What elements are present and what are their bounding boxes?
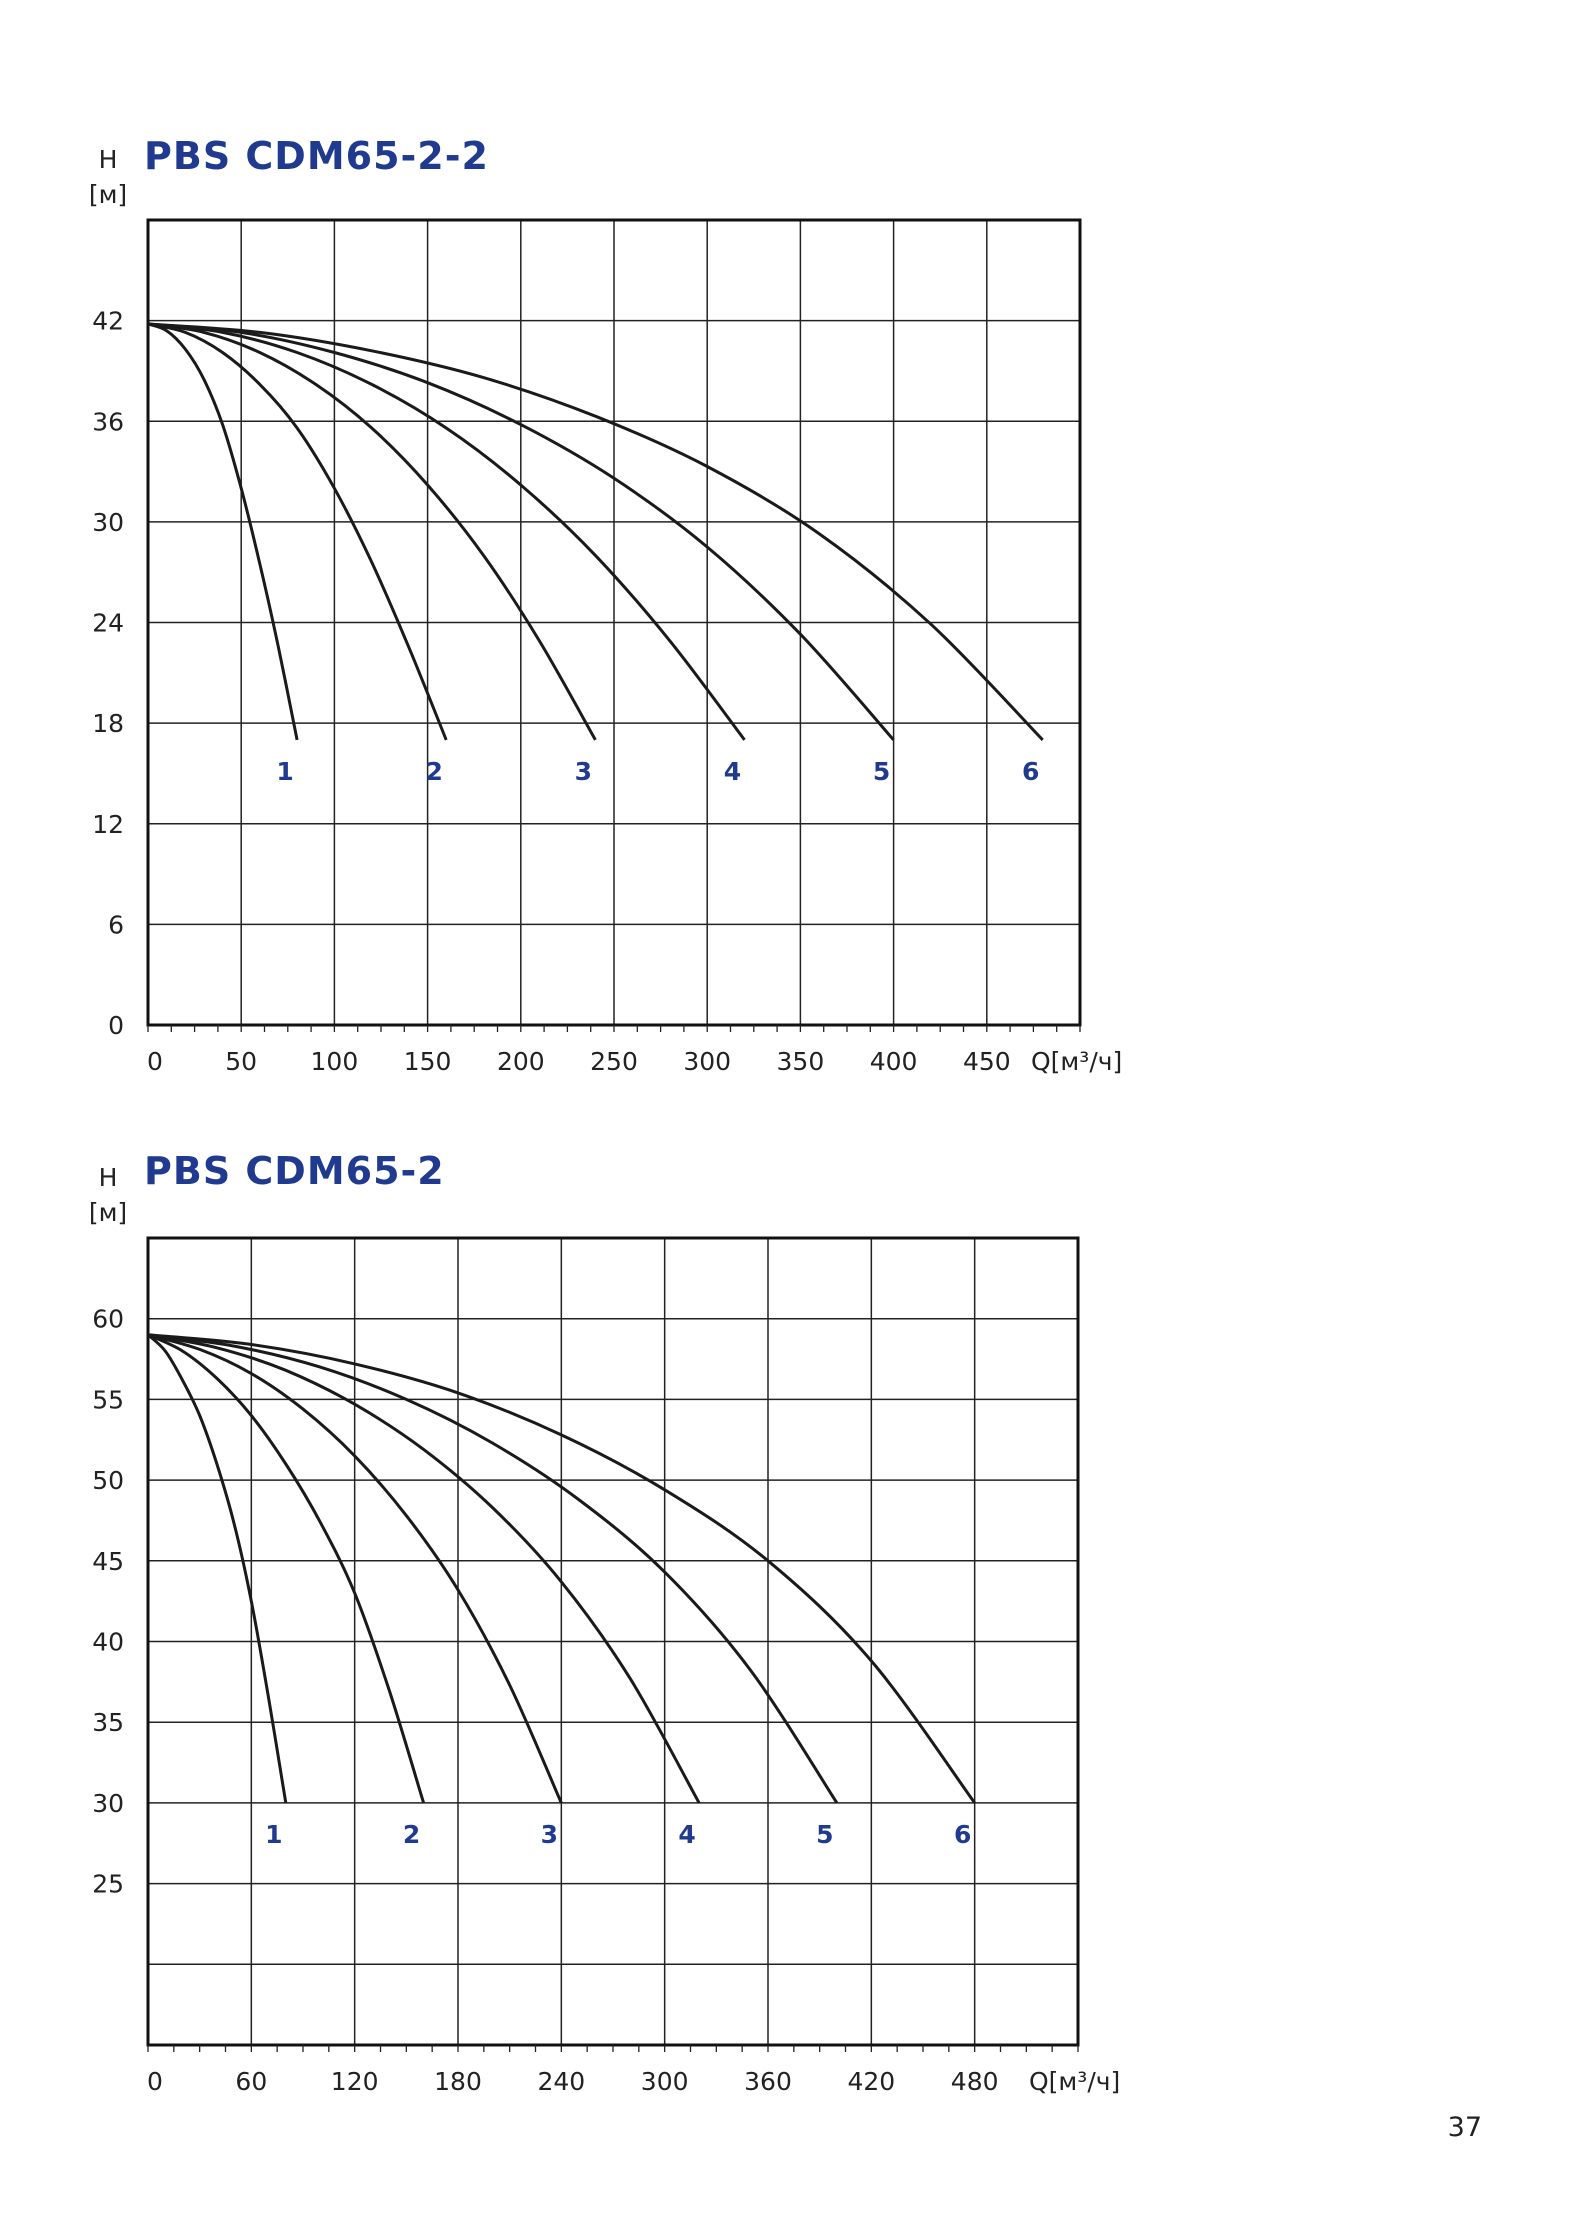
x-tick-label: 150: [404, 1047, 452, 1076]
x-tick-label: 100: [311, 1047, 359, 1076]
y-tick-label: 35: [92, 1708, 124, 1737]
series-line-6: [147, 322, 1044, 741]
series-label-2: 2: [403, 1820, 420, 1849]
x-tick-label: 60: [235, 2067, 267, 2096]
x-tick-label: 400: [870, 1047, 918, 1076]
y-axis-label: H: [99, 1163, 118, 1192]
y-tick-label: 6: [108, 910, 124, 939]
series-line-1: [147, 322, 299, 741]
x-tick-label: 240: [537, 2067, 585, 2096]
chart-title: PBS CDM65-2: [144, 1149, 445, 1193]
pump-curve-chart-1: 0 50 100 150 200 250 300 350 400 4500612182430364…: [89, 145, 1122, 1076]
y-tick-label: 18: [92, 709, 124, 738]
series-label-4: 4: [724, 757, 741, 786]
y-tick-label: 45: [92, 1547, 124, 1576]
series-label-1: 1: [276, 757, 293, 786]
series-line-3: [147, 322, 597, 741]
x-tick-label: 120: [331, 2067, 379, 2096]
x-tick-label: 300: [683, 1047, 731, 1076]
series-line-4: [147, 1333, 701, 1804]
series-line-3: [147, 1333, 563, 1804]
series-line-1: [146, 1333, 288, 1804]
x-tick-label: 480: [951, 2067, 999, 2096]
page-number: 37: [1447, 2112, 1482, 2143]
series-line-4: [147, 322, 746, 741]
y-axis-unit: [м]: [89, 1198, 127, 1227]
series-label-5: 5: [873, 757, 890, 786]
y-tick-label: 12: [92, 810, 124, 839]
series-line-6: [147, 1333, 976, 1804]
y-tick-label: 50: [92, 1466, 124, 1495]
y-tick-label: 30: [92, 508, 124, 537]
series-label-3: 3: [575, 757, 592, 786]
series-label-1: 1: [265, 1820, 282, 1849]
y-tick-label: 0: [108, 1011, 124, 1040]
y-tick-label: 24: [92, 609, 124, 638]
x-tick-label: 300: [641, 2067, 689, 2096]
y-tick-label: 25: [92, 1870, 124, 1899]
x-tick-label: 360: [744, 2067, 792, 2096]
series-label-3: 3: [541, 1820, 558, 1849]
y-tick-label: 40: [92, 1628, 124, 1657]
x-tick-label: 0: [147, 1047, 163, 1076]
x-tick-label: 50: [225, 1047, 257, 1076]
y-tick-label: 55: [92, 1385, 124, 1414]
x-tick-label: 0: [147, 2067, 163, 2096]
chart-title: PBS CDM65-2-2: [144, 134, 489, 178]
x-tick-label: 420: [847, 2067, 895, 2096]
y-tick-label: 36: [92, 407, 124, 436]
series-line-5: [147, 1333, 839, 1804]
x-axis-label: Q[м³/ч]: [1031, 1047, 1122, 1076]
series-label-2: 2: [426, 757, 443, 786]
x-axis-label: Q[м³/ч]: [1029, 2067, 1120, 2096]
series-line-5: [147, 322, 895, 741]
x-tick-label: 250: [590, 1047, 638, 1076]
pump-curve-chart-2: 0 60 120 180 240 300 360 420 4802530354045505560…: [89, 1163, 1120, 2096]
series-label-4: 4: [678, 1820, 695, 1849]
y-tick-label: 30: [92, 1789, 124, 1818]
y-tick-label: 60: [92, 1305, 124, 1334]
y-axis-unit: [м]: [89, 180, 127, 209]
y-tick-label: 42: [92, 307, 124, 336]
series-label-6: 6: [1022, 757, 1039, 786]
series-label-6: 6: [954, 1820, 971, 1849]
series-label-5: 5: [816, 1820, 833, 1849]
series-line-2: [147, 1333, 426, 1804]
series-line-2: [147, 322, 448, 741]
x-tick-label: 450: [963, 1047, 1011, 1076]
x-tick-label: 350: [777, 1047, 825, 1076]
x-tick-label: 200: [497, 1047, 545, 1076]
y-axis-label: H: [99, 145, 118, 174]
x-tick-label: 180: [434, 2067, 482, 2096]
